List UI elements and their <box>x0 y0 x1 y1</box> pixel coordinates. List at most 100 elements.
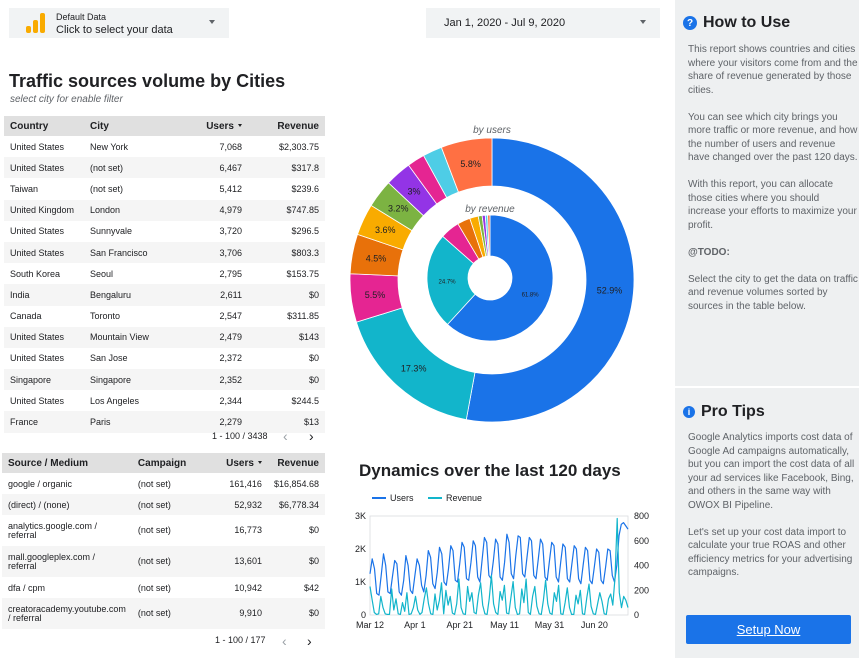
table-row[interactable]: Taiwan (not set) 5,412 $239.6 <box>4 178 325 199</box>
donut-slice-mountain-view[interactable] <box>440 137 493 193</box>
how-to-use-paragraph: With this report, you can allocate those… <box>688 179 857 231</box>
pro-tips-text: Google Analytics imports cost data of Go… <box>688 431 858 593</box>
column-header-source-medium[interactable]: Source / Medium <box>2 453 132 473</box>
column-header-users[interactable]: Users <box>188 116 248 136</box>
table-cell: Los Angeles <box>90 395 140 406</box>
table-cell: 2,547 <box>219 311 242 322</box>
donut-slice-mountain-view[interactable] <box>487 214 491 257</box>
table-cell: mall.googleplex.com / referral <box>2 546 132 577</box>
table-cell: $2,303.75 <box>278 141 319 152</box>
sources-pagination: 1 - 100 / 177 <box>215 635 266 645</box>
table-cell: $0 <box>248 369 325 391</box>
table-row[interactable]: United States Mountain View 2,479 $143 <box>4 326 325 348</box>
table-cell: 2,795 <box>219 268 242 279</box>
table-row[interactable]: creatoracademy.youtube.com / referral (no… <box>2 598 325 629</box>
column-header-revenue[interactable]: Revenue <box>267 453 325 473</box>
table-cell: google / organic <box>8 478 73 489</box>
table-row[interactable]: United States Los Angeles 2,344 $244.5 <box>4 390 325 411</box>
table-row[interactable]: Singapore Singapore 2,352 $0 <box>4 369 325 391</box>
prev-page-icon[interactable]: ‹ <box>282 633 287 649</box>
column-header-country[interactable]: Country <box>4 116 84 136</box>
table-cell: (not set) <box>137 525 171 535</box>
table-row[interactable]: United States New York 7,068 $2,303.75 <box>4 136 325 157</box>
table-cell: 2,279 <box>188 411 248 433</box>
table-row[interactable]: France Paris 2,279 $13 <box>4 411 325 433</box>
analytics-logo-icon <box>26 13 48 33</box>
setup-now-button[interactable]: Setup Now <box>686 615 851 644</box>
sources-table: Source / Medium Campaign Users Revenue g… <box>2 453 325 629</box>
date-range-value: Jan 1, 2020 - Jul 9, 2020 <box>444 17 566 29</box>
data-source-label: Default Data <box>56 11 107 22</box>
table-cell: $317.8 <box>248 157 325 179</box>
table-row[interactable]: Canada Toronto 2,547 $311.85 <box>4 306 325 327</box>
table-cell: Canada <box>10 311 42 322</box>
donut-inner-title: by revenue <box>465 204 515 215</box>
table-cell: (not set) <box>131 546 207 577</box>
help-icon: ? <box>683 16 697 30</box>
table-cell: $0 <box>308 525 319 535</box>
table-cell: 3,706 <box>188 241 248 264</box>
column-header-city[interactable]: City <box>84 116 188 136</box>
table-row[interactable]: analytics.google.com / referral (not set)… <box>2 515 325 546</box>
how-to-use-paragraph: This report shows countries and cities w… <box>688 44 858 96</box>
table-row[interactable]: United States (not set) 6,467 $317.8 <box>4 157 325 179</box>
y-left-tick-label: 1K <box>355 577 366 587</box>
table-row[interactable]: India Bengaluru 2,611 $0 <box>4 284 325 306</box>
table-cell: $803.3 <box>248 241 325 264</box>
chevron-down-icon <box>209 20 215 24</box>
series-line-users <box>369 521 629 596</box>
how-to-use-text: This report shows countries and cities w… <box>688 43 858 327</box>
donut-data-label: 17.3% <box>401 363 427 373</box>
table-row[interactable]: United States San Francisco 3,706 $803.3 <box>4 241 325 264</box>
chevron-down-icon <box>640 20 646 24</box>
legend-label-users: Users <box>390 493 414 503</box>
next-page-icon[interactable]: › <box>309 428 314 444</box>
table-cell: (not set) <box>84 157 188 179</box>
table-cell: Singapore <box>4 369 84 391</box>
table-cell: $143 <box>248 326 325 348</box>
table-cell: $153.75 <box>286 268 319 279</box>
table-cell: $0 <box>248 284 325 306</box>
prev-page-icon[interactable]: ‹ <box>283 428 288 444</box>
table-cell: United States <box>10 226 65 237</box>
table-cell: London <box>84 199 188 221</box>
column-header-users[interactable]: Users <box>206 453 268 473</box>
info-icon: i <box>683 406 695 418</box>
x-tick-label: May 11 <box>490 620 519 630</box>
donut-slice-new-york[interactable] <box>465 137 635 423</box>
table-row[interactable]: dfa / cpm (not set) 10,942 $42 <box>2 577 325 598</box>
table-row[interactable]: United States Sunnyvale 3,720 $296.5 <box>4 221 325 242</box>
table-cell: 5,412 <box>219 183 242 194</box>
table-cell: United States <box>4 157 84 179</box>
donut-slice--not-set-[interactable] <box>426 235 476 326</box>
table-row[interactable]: mall.googleplex.com / referral (not set) 1… <box>2 546 325 577</box>
date-range-selector[interactable]: Jan 1, 2020 - Jul 9, 2020 <box>426 8 660 38</box>
table-row[interactable]: United States San Jose 2,372 $0 <box>4 348 325 369</box>
table-row[interactable]: google / organic (not set) 161,416 $16,854.… <box>2 473 325 494</box>
table-cell: analytics.google.com / referral <box>8 520 98 540</box>
sort-desc-icon <box>257 461 262 465</box>
table-cell: United Kingdom <box>4 199 84 221</box>
x-tick-label: Apr 1 <box>404 620 426 630</box>
table-cell: 161,416 <box>229 478 262 489</box>
x-tick-label: Apr 21 <box>446 620 473 630</box>
table-cell: $311.85 <box>287 311 319 322</box>
next-page-icon[interactable]: › <box>307 633 312 649</box>
table-row[interactable]: South Korea Seoul 2,795 $153.75 <box>4 263 325 284</box>
table-header-row: Country City Users Revenue <box>4 116 325 136</box>
cities-pagination: 1 - 100 / 3438 <box>212 431 268 441</box>
y-right-tick-label: 800 <box>634 511 649 521</box>
donut-data-label: 5.8% <box>460 159 481 169</box>
column-header-campaign[interactable]: Campaign <box>131 453 207 473</box>
table-cell: Taiwan <box>10 183 39 194</box>
column-header-revenue[interactable]: Revenue <box>248 116 325 136</box>
table-row[interactable]: (direct) / (none) (not set) 52,932 $6,778.3… <box>2 494 325 515</box>
data-source-selector[interactable]: Default Data Click to select your data <box>9 8 229 38</box>
table-cell: $42 <box>303 582 319 593</box>
table-cell: $0 <box>308 353 319 364</box>
page-subtitle: select city for enable filter <box>10 94 123 105</box>
donut-slice-new-york[interactable] <box>446 214 554 342</box>
table-cell: Toronto <box>90 311 121 322</box>
y-left-tick-label: 0 <box>361 610 366 620</box>
table-row[interactable]: United Kingdom London 4,979 $747.85 <box>4 199 325 221</box>
